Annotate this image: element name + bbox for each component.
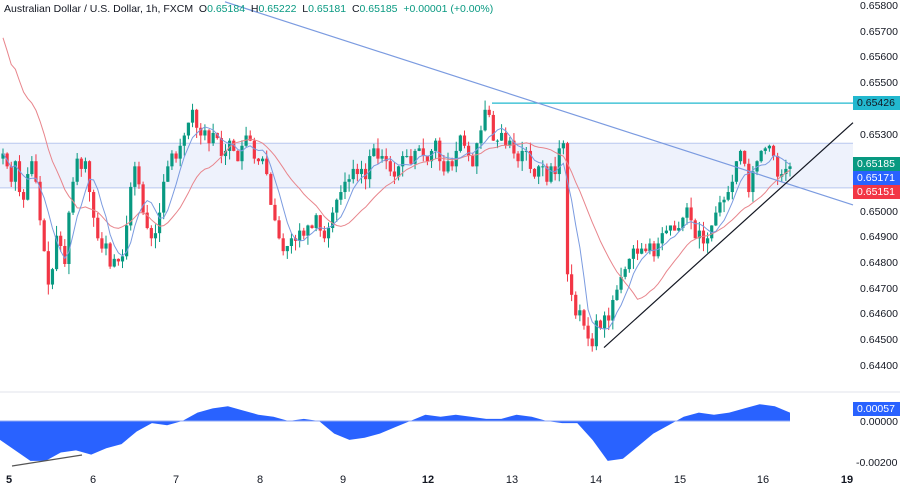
oscillator-tick-label: 0.00000 (860, 416, 898, 428)
change-value: +0.00001 (+0.00%) (403, 3, 494, 15)
price-tick-label: 0.65000 (860, 205, 898, 218)
time-tick-label: 12 (421, 474, 435, 486)
price-tick-label: 0.64500 (860, 334, 898, 347)
price-tick-label: 0.64900 (860, 231, 898, 244)
high-label: H (250, 3, 259, 15)
open-label: O (198, 3, 208, 15)
symbol-legend: Australian Dollar / U.S. Dollar, 1h, FXC… (4, 3, 493, 15)
oscillator-divergence-line[interactable] (11, 454, 83, 467)
time-tick-label: 14 (589, 474, 603, 486)
price-tick-label: 0.65700 (860, 25, 898, 38)
time-tick-label: 15 (673, 474, 687, 486)
time-tick-label: 13 (505, 474, 519, 486)
low-label: L (302, 3, 309, 15)
price-tick-label: 0.65500 (860, 77, 898, 90)
fast-ma-tag: 0.65171 (853, 171, 900, 185)
time-tick-label: 5 (5, 474, 13, 486)
close-value: 0.65185 (359, 3, 398, 15)
descending-trendline[interactable] (224, 1, 854, 206)
resistance-zone[interactable] (0, 142, 853, 189)
oscillator-area (0, 404, 790, 461)
open-value: 0.65184 (207, 3, 246, 15)
price-tick-label: 0.64600 (860, 308, 898, 321)
fast-ma-line (2, 126, 791, 330)
time-tick-label: 8 (256, 474, 264, 486)
symbol-title: Australian Dollar / U.S. Dollar, 1h, FXC… (4, 3, 194, 15)
price-tick-label: 0.65300 (860, 128, 898, 141)
slow-ma-line (2, 37, 791, 300)
candlestick-series (1, 100, 792, 352)
trendlines[interactable] (224, 1, 854, 348)
price-tick-label: 0.64700 (860, 282, 898, 295)
time-tick-label: 16 (756, 474, 770, 486)
oscillator-tick-label: -0.00200 (856, 457, 898, 469)
low-value: 0.65181 (308, 3, 347, 15)
close-label: C (351, 3, 360, 15)
time-tick-label: 19 (840, 474, 854, 486)
oscillator-value-tag: 0.00057 (853, 402, 900, 416)
high-value: 0.65222 (258, 3, 297, 15)
time-tick-label: 9 (339, 474, 347, 486)
price-tick-label: 0.64800 (860, 257, 898, 269)
time-tick-label: 7 (172, 474, 180, 486)
oscillator-pane (0, 404, 790, 467)
moving-averages (2, 37, 791, 330)
time-tick-label: 6 (89, 474, 97, 486)
horizontal-level-tag: 0.65426 (853, 96, 900, 110)
price-tick-label: 0.64400 (860, 359, 898, 372)
slow-ma-tag: 0.65151 (853, 185, 900, 199)
last-price-tag: 0.65185 (853, 157, 900, 171)
ascending-trendline[interactable] (603, 122, 854, 348)
price-tick-label: 0.65800 (860, 0, 898, 12)
zone-fill (0, 143, 853, 188)
price-tick-label: 0.65600 (860, 51, 898, 64)
